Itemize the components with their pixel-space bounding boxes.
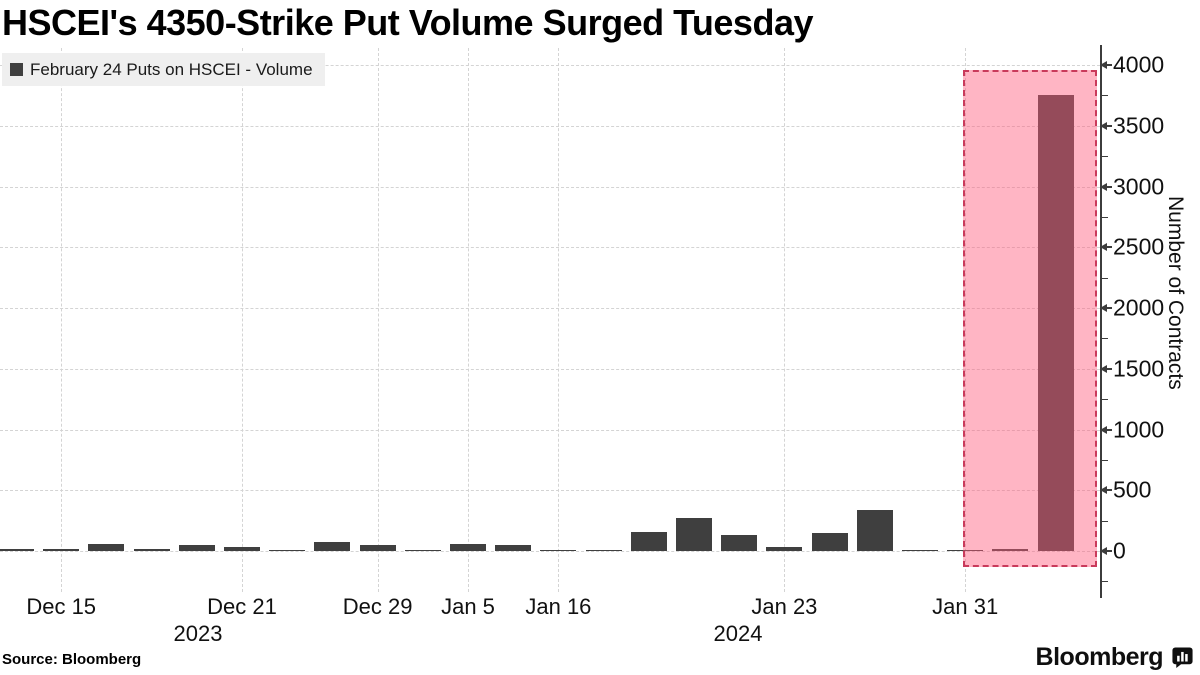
volume-bar: [133, 548, 170, 551]
gridline-horizontal: [0, 368, 1100, 370]
legend-swatch-icon: [10, 63, 23, 76]
volume-bar: [766, 547, 803, 551]
volume-bar: [43, 549, 80, 551]
y-tick-label: 1000: [1113, 416, 1165, 442]
volume-bar: [947, 549, 984, 551]
chart-title: HSCEI's 4350-Strike Put Volume Surged Tu…: [2, 2, 813, 43]
volume-bar: [1037, 95, 1074, 551]
y-minor-tick: [1100, 95, 1108, 97]
volume-bar: [450, 544, 486, 551]
y-minor-tick: [1100, 216, 1108, 218]
volume-bar: [585, 549, 622, 551]
volume-bar: [856, 509, 893, 551]
y-tick-label: 3500: [1113, 112, 1165, 139]
y-minor-tick: [1100, 156, 1108, 158]
gridline-horizontal: [0, 308, 1100, 309]
gridline-horizontal: [0, 65, 1100, 66]
volume-bar: [0, 548, 34, 551]
legend-label: February 24 Puts on HSCEI - Volume: [30, 59, 313, 79]
y-axis-line: [1100, 45, 1102, 598]
source-credit: Source: Bloomberg: [2, 651, 142, 668]
volume-bar: [902, 549, 938, 551]
volume-bar: [992, 548, 1029, 551]
y-tick-arrow-icon: [1100, 364, 1107, 373]
volume-bar: [314, 542, 351, 551]
y-minor-tick: [1100, 581, 1108, 583]
gridline-vertical: [558, 48, 560, 592]
volume-bar: [676, 518, 712, 551]
volume-bar: [224, 546, 260, 551]
bloomberg-logo: Bloomberg: [1036, 643, 1194, 672]
y-tick-label: 2000: [1113, 294, 1165, 321]
gridline-vertical: [242, 48, 243, 592]
volume-bar: [88, 543, 125, 551]
volume-bar: [404, 549, 441, 551]
y-tick-label: 4000: [1113, 51, 1165, 78]
y-tick-label: 500: [1113, 476, 1152, 503]
y-tick-arrow-icon: [1100, 61, 1107, 69]
y-tick-arrow-icon: [1100, 243, 1107, 252]
gridline-vertical: [965, 48, 967, 592]
x-tick-label: Jan 5: [441, 594, 495, 619]
x-tick-label: Dec 21: [207, 594, 277, 619]
y-tick-label: 3000: [1113, 173, 1165, 199]
gridline-vertical: [468, 48, 469, 592]
x-tick-label: Jan 23: [751, 594, 818, 619]
x-tick-label: Jan 31: [932, 594, 999, 619]
y-tick-label: 1500: [1113, 355, 1165, 382]
y-minor-tick: [1100, 399, 1108, 401]
volume-bar: [540, 549, 577, 551]
legend: February 24 Puts on HSCEI - Volume: [2, 53, 325, 86]
y-tick-label: 0: [1113, 537, 1126, 564]
y-minor-tick: [1100, 520, 1108, 522]
gridline-horizontal: [0, 247, 1100, 249]
gridline-horizontal: [0, 490, 1100, 492]
y-minor-tick: [1100, 459, 1108, 461]
volume-bar: [495, 545, 532, 551]
bloomberg-wordmark: Bloomberg: [1035, 643, 1164, 671]
bloomberg-chart-bubble-icon: [1172, 647, 1193, 669]
gridline-vertical: [61, 48, 63, 592]
y-minor-tick: [1100, 338, 1108, 340]
y-tick-arrow-icon: [1100, 182, 1107, 191]
x-year-label: 2023: [173, 621, 223, 646]
x-tick-label: Dec 15: [26, 594, 97, 619]
volume-bar: [269, 549, 306, 551]
x-year-label: 2024: [713, 621, 763, 646]
y-tick-arrow-icon: [1100, 547, 1107, 555]
volume-bar: [721, 534, 758, 551]
gridline-vertical: [377, 48, 379, 592]
gridline-horizontal: [0, 551, 1100, 552]
x-tick-label: Jan 16: [525, 594, 592, 619]
y-tick-arrow-icon: [1100, 121, 1107, 130]
y-tick-arrow-icon: [1100, 486, 1107, 495]
x-tick-label: Dec 29: [342, 594, 413, 619]
gridline-horizontal: [0, 125, 1100, 127]
volume-bar: [630, 531, 667, 551]
gridline-horizontal: [0, 429, 1100, 431]
volume-bar: [811, 532, 848, 551]
gridline-vertical: [784, 48, 786, 592]
volume-bar: [178, 545, 215, 551]
y-tick-arrow-icon: [1100, 304, 1107, 312]
gridline-horizontal: [0, 186, 1100, 188]
y-axis-title: Number of Contracts: [1164, 196, 1187, 390]
y-tick-arrow-icon: [1100, 425, 1107, 434]
y-tick-label: 2500: [1113, 233, 1165, 260]
volume-bar: [359, 545, 396, 551]
y-minor-tick: [1100, 277, 1108, 279]
highlight-region: [963, 70, 1097, 567]
